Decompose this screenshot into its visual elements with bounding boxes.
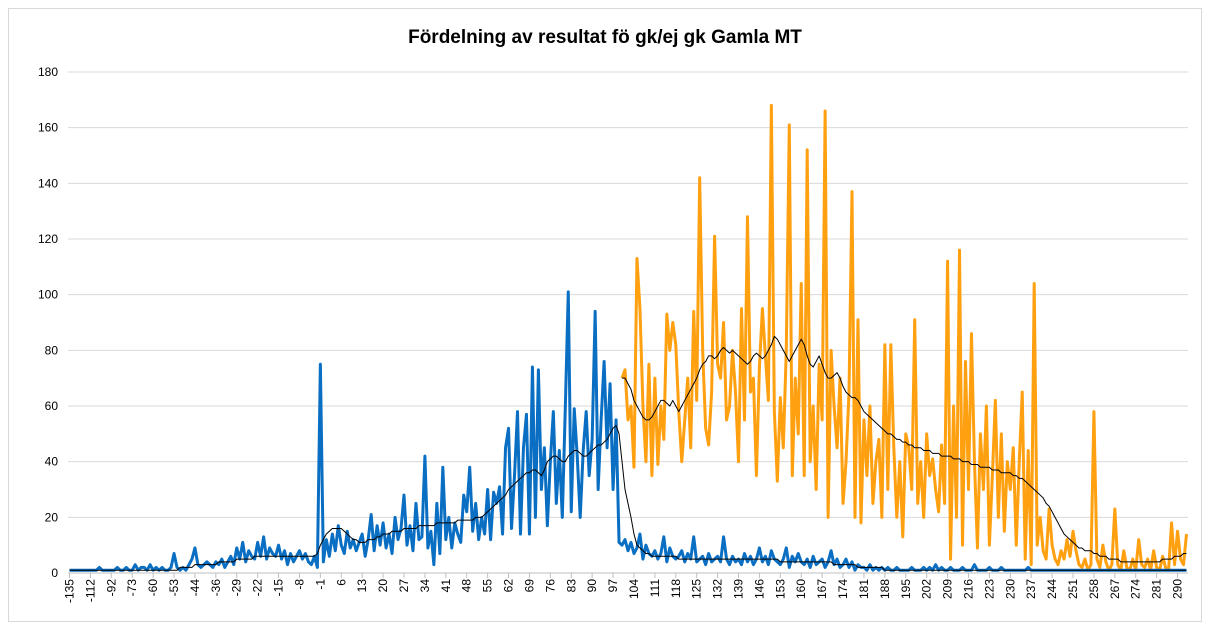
x-tick-label: -60 — [146, 579, 160, 597]
x-tick-label: 174 — [836, 579, 850, 599]
x-tick-label: -135 — [62, 579, 76, 603]
x-tick-label: -29 — [230, 579, 244, 597]
series-line — [620, 103, 1188, 572]
x-tick-label: 6 — [334, 579, 348, 586]
x-tick-label: 76 — [543, 579, 557, 593]
x-tick-label: 274 — [1129, 579, 1143, 599]
x-tick-label: 181 — [857, 579, 871, 599]
x-tick-label: 62 — [502, 579, 516, 593]
x-tick-label: -53 — [167, 579, 181, 597]
x-tick-label: 230 — [1003, 579, 1017, 599]
y-tick-label: 60 — [45, 399, 59, 413]
x-tick-label: 216 — [961, 579, 975, 599]
x-tick-label: 55 — [481, 579, 495, 593]
x-tick-label: 290 — [1171, 579, 1185, 599]
y-tick-label: 0 — [51, 566, 58, 580]
x-tick-label: -8 — [292, 579, 306, 590]
x-tick-label: -36 — [209, 579, 223, 597]
x-tick-label: 27 — [397, 579, 411, 593]
series-line — [69, 290, 1187, 572]
y-tick-label: 140 — [38, 176, 58, 190]
x-tick-label: 223 — [982, 579, 996, 599]
x-tick-label: -22 — [251, 579, 265, 597]
x-tick-label: 237 — [1024, 579, 1038, 599]
x-tick-label: -15 — [272, 579, 286, 597]
x-tick-label: 267 — [1108, 579, 1122, 599]
chart-title: Fördelning av resultat fö gk/ej gk Gamla… — [408, 27, 802, 48]
y-tick-label: 160 — [38, 121, 58, 135]
x-tick-label: -1 — [313, 579, 327, 590]
x-tick-label: 41 — [439, 579, 453, 593]
x-tick-label: 188 — [878, 579, 892, 599]
x-tick-label: 281 — [1150, 579, 1164, 599]
series-line — [69, 424, 1187, 571]
x-tick-label: 139 — [732, 579, 746, 599]
y-tick-label: 100 — [38, 288, 58, 302]
x-tick-label: 83 — [564, 579, 578, 593]
y-tick-label: 20 — [45, 510, 59, 524]
x-tick-label: -92 — [104, 579, 118, 597]
y-tick-label: 40 — [45, 455, 59, 469]
x-tick-label: 20 — [376, 579, 390, 593]
x-tick-label: 48 — [460, 579, 474, 593]
x-tick-label: 153 — [773, 579, 787, 599]
x-tick-label: 97 — [606, 579, 620, 593]
x-tick-label: -112 — [83, 579, 97, 602]
x-tick-label: 111 — [648, 579, 662, 598]
x-tick-label: 251 — [1066, 579, 1080, 599]
x-tick-label: 195 — [899, 579, 913, 599]
x-tick-label: 104 — [627, 579, 641, 599]
x-tick-label: -73 — [125, 579, 139, 597]
x-tick-label: 209 — [941, 579, 955, 599]
series-line — [622, 335, 1187, 563]
x-tick-label: 132 — [711, 579, 725, 599]
x-tick-label: 160 — [794, 579, 808, 599]
x-tick-label: 202 — [920, 579, 934, 599]
y-tick-label: 80 — [45, 343, 59, 357]
x-tick-label: 244 — [1045, 579, 1059, 599]
x-tick-label: 13 — [355, 579, 369, 593]
y-tick-label: 180 — [38, 65, 58, 79]
x-tick-label: 118 — [669, 579, 683, 598]
x-tick-label: 34 — [418, 579, 432, 593]
x-tick-label: 258 — [1087, 579, 1101, 599]
y-tick-label: 120 — [38, 232, 58, 246]
x-tick-label: 69 — [522, 579, 536, 593]
chart-border — [8, 8, 1202, 622]
x-tick-label: 125 — [690, 579, 704, 599]
x-tick-label: 167 — [815, 579, 829, 599]
x-tick-label: 146 — [752, 579, 766, 599]
x-tick-label: -44 — [188, 579, 202, 597]
x-tick-label: 90 — [585, 579, 599, 593]
